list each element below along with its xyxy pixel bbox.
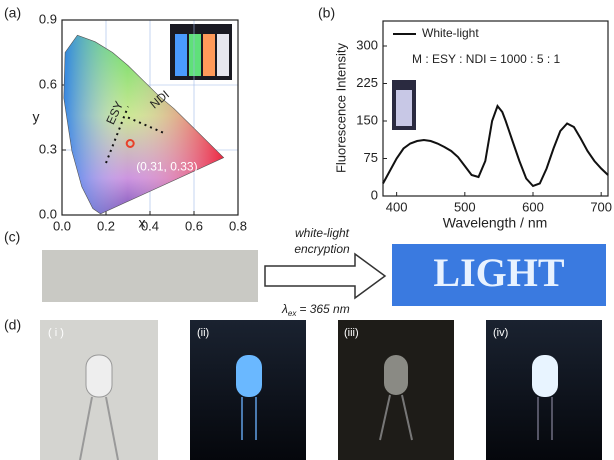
y-tick-label: 0.6: [39, 76, 57, 91]
excitation-label: λex= 365 nm: [281, 302, 350, 318]
vial-inset: [392, 80, 416, 130]
arrow-label: white-light: [295, 226, 350, 240]
x-tick-label: 400: [386, 199, 408, 214]
y-tick-label: 150: [356, 112, 378, 127]
panel-label: (c): [4, 229, 20, 245]
legend-label: White-light: [422, 26, 479, 40]
y-tick-label: 75: [364, 150, 378, 165]
plot-frame: [383, 21, 608, 196]
y-tick-label: 0.0: [39, 206, 57, 221]
arrow: [265, 254, 385, 298]
led-label: (iii): [344, 327, 359, 339]
y-axis-label: Fluorescence Intensity: [333, 42, 348, 173]
panel-label: (a): [4, 5, 21, 21]
panel-label: (d): [4, 317, 21, 333]
subscript: ex: [288, 309, 297, 318]
x-tick-label: 0.6: [185, 218, 203, 233]
led-label: (ii): [197, 327, 209, 339]
excitation-value: = 365 nm: [299, 302, 349, 316]
data-label: (0.31, 0.33): [136, 160, 197, 174]
y-tick-label: 0: [371, 187, 378, 202]
x-tick-label: 0.2: [97, 218, 115, 233]
x-tick-label: 500: [454, 199, 476, 214]
y-axis-label: y: [33, 109, 40, 125]
y-tick-label: 0.9: [39, 11, 57, 26]
y-tick-label: 225: [356, 75, 378, 90]
x-tick-label: 0.8: [229, 218, 247, 233]
led-photos: [40, 320, 602, 460]
figure: (a) (b) (c) (d) white-light encryption λ…: [0, 0, 614, 460]
x-axis-label: Wavelength / nm: [443, 215, 548, 231]
x-tick-label: 600: [522, 199, 544, 214]
annotation: M : ESY : NDI = 1000 : 5 : 1: [412, 52, 561, 66]
led-label: (iv): [493, 327, 508, 339]
x-axis-label: x: [139, 215, 146, 231]
vials-inset: [170, 24, 232, 80]
light-text: LIGHT: [433, 250, 564, 295]
y-tick-label: 300: [356, 37, 378, 52]
series-line: [383, 106, 608, 186]
x-tick-label: 700: [590, 199, 612, 214]
arrow-label: encryption: [294, 242, 350, 256]
film-photo: [42, 250, 258, 302]
y-tick-label: 0.3: [39, 141, 57, 156]
panel-label: (b): [318, 5, 335, 21]
led-label: ( i ): [48, 327, 64, 339]
